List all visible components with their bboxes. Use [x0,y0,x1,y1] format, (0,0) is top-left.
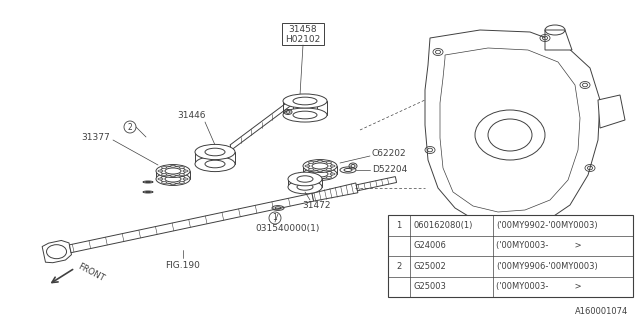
Ellipse shape [317,178,323,180]
Text: A160001074: A160001074 [575,308,628,316]
Ellipse shape [326,162,332,164]
Ellipse shape [179,167,184,169]
Ellipse shape [293,111,317,119]
Ellipse shape [303,160,337,172]
Ellipse shape [179,173,184,175]
Ellipse shape [312,163,328,169]
Polygon shape [425,30,600,228]
Text: 2: 2 [127,123,132,132]
Ellipse shape [317,170,323,172]
Ellipse shape [183,178,188,180]
Ellipse shape [312,171,328,177]
Text: ('00MY9902-'00MY0003): ('00MY9902-'00MY0003) [496,221,598,230]
Ellipse shape [179,181,184,183]
Ellipse shape [165,176,181,182]
Ellipse shape [179,175,184,177]
Text: 31377: 31377 [81,132,110,141]
Text: 31446: 31446 [178,111,206,121]
Text: 1: 1 [396,221,402,230]
Text: 31472: 31472 [303,201,332,210]
Ellipse shape [307,169,333,179]
Polygon shape [69,193,314,253]
Ellipse shape [326,168,332,170]
Text: ('00MY9906-'00MY0003): ('00MY9906-'00MY0003) [496,262,598,271]
Text: 2: 2 [396,262,402,271]
Ellipse shape [170,175,175,177]
Ellipse shape [158,178,163,180]
Ellipse shape [308,168,314,170]
Ellipse shape [305,173,310,175]
Bar [388,215,633,297]
Ellipse shape [156,172,190,186]
Text: 1: 1 [273,213,277,222]
Bar [282,23,324,45]
Ellipse shape [195,156,235,172]
Ellipse shape [158,170,163,172]
Text: G25003: G25003 [413,282,446,291]
Ellipse shape [195,144,235,160]
Ellipse shape [317,160,323,162]
Text: ('00MY0003-          >: ('00MY0003- > [496,241,582,250]
Ellipse shape [205,160,225,168]
Ellipse shape [308,176,314,178]
Ellipse shape [288,172,322,186]
Text: 060162080(1): 060162080(1) [413,221,472,230]
Ellipse shape [305,165,310,167]
Ellipse shape [156,164,190,178]
Polygon shape [440,48,580,212]
Ellipse shape [330,165,335,167]
Ellipse shape [283,94,327,108]
Polygon shape [356,177,397,191]
Text: 031540000(1): 031540000(1) [256,223,320,233]
Ellipse shape [307,161,333,171]
Text: H02102: H02102 [285,36,321,44]
Ellipse shape [326,170,332,172]
Ellipse shape [283,108,327,122]
Text: C62202: C62202 [372,148,406,157]
Ellipse shape [161,166,186,176]
Ellipse shape [330,173,335,175]
Polygon shape [312,183,358,201]
Ellipse shape [293,97,317,105]
Ellipse shape [170,183,175,185]
Text: FRONT: FRONT [76,262,106,284]
Ellipse shape [303,168,337,180]
Ellipse shape [297,176,313,182]
Ellipse shape [288,180,322,194]
Polygon shape [598,95,625,128]
Ellipse shape [205,148,225,156]
Text: G24006: G24006 [413,241,446,250]
Text: FIG.190: FIG.190 [166,260,200,269]
Text: D52204: D52204 [372,165,407,174]
Ellipse shape [165,168,181,174]
Ellipse shape [170,173,175,175]
Polygon shape [545,30,572,50]
Ellipse shape [161,174,186,184]
Ellipse shape [170,165,175,167]
Text: ('00MY0003-          >: ('00MY0003- > [496,282,582,291]
Ellipse shape [308,170,314,172]
Ellipse shape [162,175,166,177]
Text: 31458: 31458 [289,26,317,35]
Ellipse shape [162,167,166,169]
Ellipse shape [297,184,313,190]
Ellipse shape [308,162,314,164]
Polygon shape [42,240,72,263]
Ellipse shape [183,170,188,172]
Ellipse shape [326,176,332,178]
Ellipse shape [162,173,166,175]
Ellipse shape [162,181,166,183]
Ellipse shape [317,168,323,170]
Text: G25002: G25002 [413,262,445,271]
